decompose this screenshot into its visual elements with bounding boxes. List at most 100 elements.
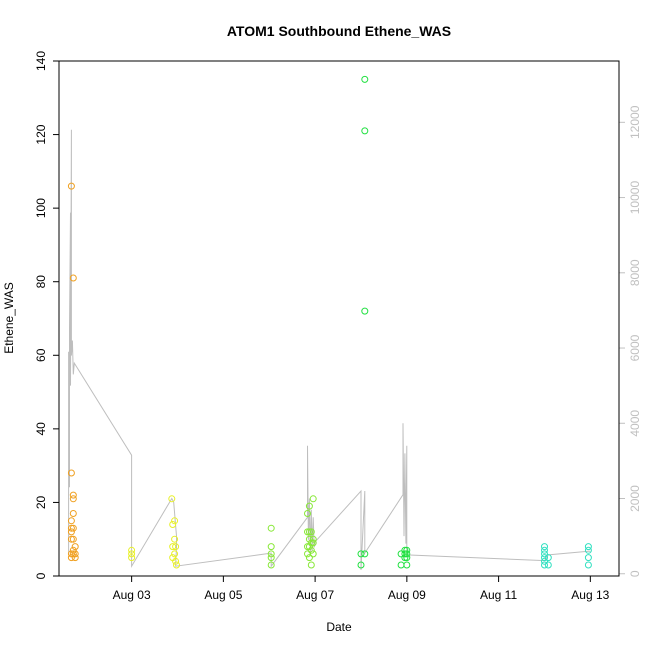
y2-tick-label: 10000 bbox=[628, 181, 642, 215]
data-point bbox=[128, 554, 136, 562]
y-tick-label: 0 bbox=[34, 572, 48, 579]
data-point bbox=[357, 561, 365, 569]
data-point bbox=[544, 554, 552, 562]
data-point bbox=[67, 535, 75, 543]
y-tick-label: 60 bbox=[34, 348, 48, 362]
data-point bbox=[69, 546, 77, 554]
data-point bbox=[305, 554, 313, 562]
y-tick-label: 80 bbox=[34, 275, 48, 289]
data-point bbox=[541, 543, 548, 551]
x-tick-label: Aug 05 bbox=[204, 588, 242, 602]
data-point bbox=[171, 535, 179, 543]
data-point bbox=[128, 546, 136, 554]
data-point bbox=[69, 550, 77, 558]
data-point bbox=[168, 495, 176, 503]
data-point bbox=[307, 546, 315, 554]
data-point bbox=[69, 495, 77, 503]
y-tick-label: 40 bbox=[34, 422, 48, 436]
plot-frame bbox=[58, 60, 620, 577]
data-point bbox=[307, 528, 315, 536]
y-tick-label: 100 bbox=[34, 198, 48, 218]
x-tick-label: Aug 11 bbox=[480, 588, 517, 602]
data-point bbox=[67, 550, 75, 558]
x-tick-label: Aug 09 bbox=[388, 588, 426, 602]
data-point bbox=[307, 561, 315, 569]
data-point bbox=[309, 535, 317, 543]
data-point bbox=[544, 561, 552, 569]
x-tick-label: Aug 13 bbox=[571, 588, 609, 602]
data-point bbox=[172, 557, 180, 565]
data-point bbox=[403, 550, 411, 558]
data-point bbox=[173, 561, 180, 569]
data-point bbox=[541, 546, 548, 554]
data-point bbox=[401, 550, 409, 558]
x-axis-label: Date bbox=[326, 620, 352, 634]
y2-tick-label: 4000 bbox=[628, 410, 642, 437]
data-point bbox=[584, 561, 592, 569]
data-point bbox=[403, 546, 411, 554]
data-point bbox=[541, 557, 548, 565]
data-point bbox=[361, 550, 369, 558]
data-point bbox=[267, 550, 275, 558]
data-point bbox=[69, 274, 77, 282]
data-point bbox=[401, 554, 409, 562]
y2-tick-label: 6000 bbox=[628, 334, 642, 361]
data-point bbox=[584, 546, 592, 554]
data-point bbox=[305, 528, 313, 536]
data-point bbox=[67, 182, 75, 190]
y2-tick-label: 12000 bbox=[628, 105, 642, 139]
data-point bbox=[401, 546, 409, 554]
y-tick-label: 20 bbox=[34, 495, 48, 509]
secondary-series-line bbox=[68, 129, 591, 571]
data-point bbox=[267, 524, 275, 532]
scatter-points-layer bbox=[67, 75, 592, 569]
data-point bbox=[67, 517, 75, 525]
data-point bbox=[403, 554, 411, 562]
data-point bbox=[267, 554, 275, 562]
data-point bbox=[361, 127, 369, 135]
data-point bbox=[267, 543, 275, 551]
data-point bbox=[541, 554, 548, 562]
x-tick-label: Aug 03 bbox=[113, 588, 151, 602]
data-point bbox=[69, 491, 77, 499]
data-point bbox=[307, 539, 315, 547]
data-point bbox=[171, 550, 179, 558]
data-point bbox=[584, 554, 592, 562]
data-point bbox=[67, 554, 75, 562]
data-point bbox=[71, 550, 79, 558]
data-point bbox=[305, 502, 313, 510]
data-point bbox=[305, 535, 313, 543]
x-tick-label: Aug 07 bbox=[296, 588, 334, 602]
data-point bbox=[305, 543, 313, 551]
y2-tick-label: 8000 bbox=[628, 259, 642, 286]
data-point bbox=[304, 528, 311, 536]
data-point bbox=[71, 543, 79, 551]
data-point bbox=[541, 550, 548, 558]
y-axis-label: Ethene_WAS bbox=[2, 282, 16, 354]
data-point bbox=[309, 539, 317, 547]
data-point bbox=[67, 528, 75, 536]
y2-tick-label: 0 bbox=[628, 570, 642, 577]
data-point bbox=[361, 307, 369, 315]
data-point bbox=[304, 543, 311, 551]
y-tick-label: 120 bbox=[34, 124, 48, 144]
secondary-y-axis: 0 2000 4000 6000 8000 10000 12000 bbox=[619, 105, 642, 577]
data-point bbox=[69, 524, 77, 532]
y-tick-label: 140 bbox=[34, 51, 48, 71]
data-point bbox=[309, 550, 317, 558]
data-point bbox=[584, 543, 592, 551]
data-point bbox=[67, 469, 75, 477]
data-point bbox=[267, 561, 275, 569]
data-point bbox=[172, 543, 180, 551]
x-axis: Aug 03 Aug 05 Aug 07 Aug 09 Aug 11 Aug 13 bbox=[113, 576, 610, 602]
data-point bbox=[304, 510, 311, 517]
secondary-line-layer bbox=[68, 129, 591, 571]
data-point bbox=[169, 521, 177, 528]
data-point bbox=[403, 561, 411, 569]
data-point bbox=[67, 524, 75, 532]
data-point bbox=[169, 543, 177, 551]
data-point bbox=[128, 550, 136, 558]
data-point bbox=[541, 561, 548, 569]
